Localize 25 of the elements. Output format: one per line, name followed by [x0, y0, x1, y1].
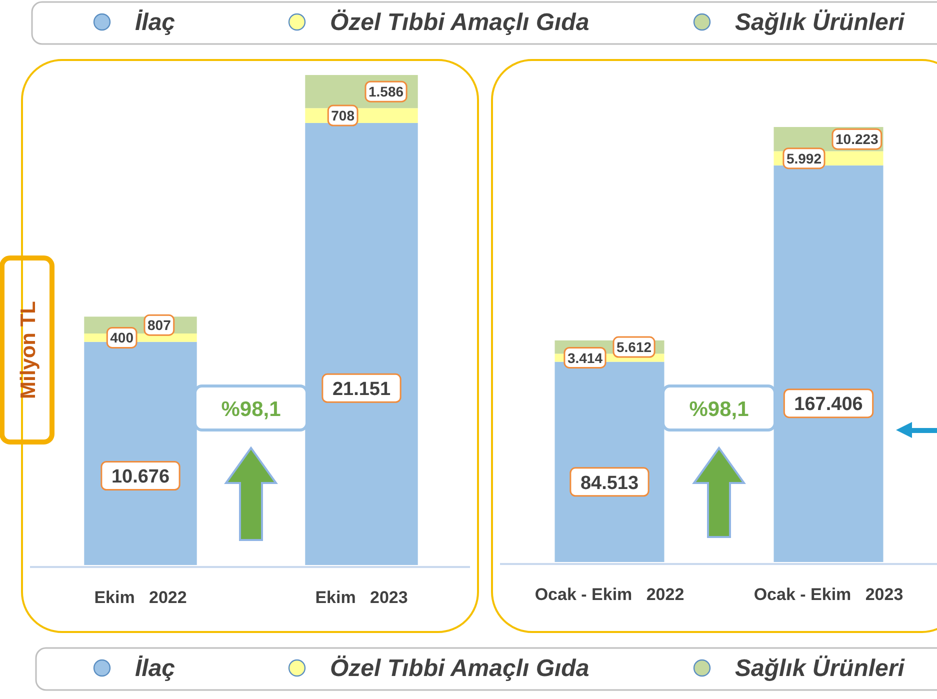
data-label: 10.223	[836, 131, 879, 148]
legend-label: Sağlık Ürünleri	[735, 9, 906, 36]
legend-label: Özel Tıbbi Amaçlı Gıda	[330, 655, 590, 682]
annotation: %98,1	[221, 398, 282, 421]
legend-label: Sağlık Ürünleri	[735, 655, 906, 682]
data-label: 807	[148, 317, 172, 334]
data-label: 3.414	[567, 350, 603, 366]
annotation: %98,1	[689, 398, 750, 421]
x-tick-label: Ocak - Ekim 2023	[754, 585, 904, 604]
data-label: 167.406	[794, 394, 863, 416]
data-label: 1.586	[368, 84, 404, 100]
legend-label: Özel Tıbbi Amaçlı Gıda	[330, 9, 590, 36]
x-tick-label: Ocak - Ekim 2022	[534, 585, 684, 604]
data-label: 400	[110, 330, 134, 346]
data-label: 84.513	[580, 472, 639, 494]
data-label: 5.612	[616, 339, 652, 356]
y-axis-title: Milyon TL	[17, 300, 40, 399]
x-tick-label: Ekim 2023	[315, 588, 408, 607]
data-label: 21.151	[332, 379, 391, 400]
data-label: 708	[331, 108, 355, 124]
data-label: 10.676	[111, 466, 170, 488]
data-label: 5.992	[786, 150, 822, 166]
legend-label: İlaç	[135, 9, 176, 36]
x-tick-label: Ekim 2022	[94, 588, 187, 607]
legend-label: İlaç	[135, 655, 176, 682]
